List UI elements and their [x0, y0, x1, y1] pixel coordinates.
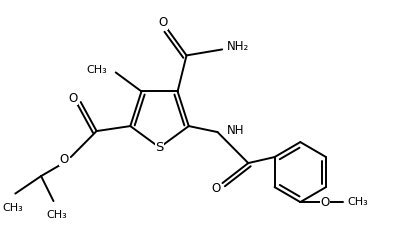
Text: O: O	[320, 196, 330, 209]
Text: CH₃: CH₃	[2, 203, 23, 213]
Text: CH₃: CH₃	[46, 210, 67, 220]
Text: O: O	[158, 16, 167, 29]
Text: NH₂: NH₂	[227, 41, 249, 53]
Text: CH₃: CH₃	[347, 197, 368, 207]
Text: O: O	[68, 92, 77, 105]
Text: O: O	[211, 182, 220, 194]
Text: CH₃: CH₃	[86, 65, 107, 75]
Text: NH: NH	[226, 123, 244, 137]
Text: O: O	[60, 152, 69, 166]
Text: S: S	[155, 141, 164, 154]
